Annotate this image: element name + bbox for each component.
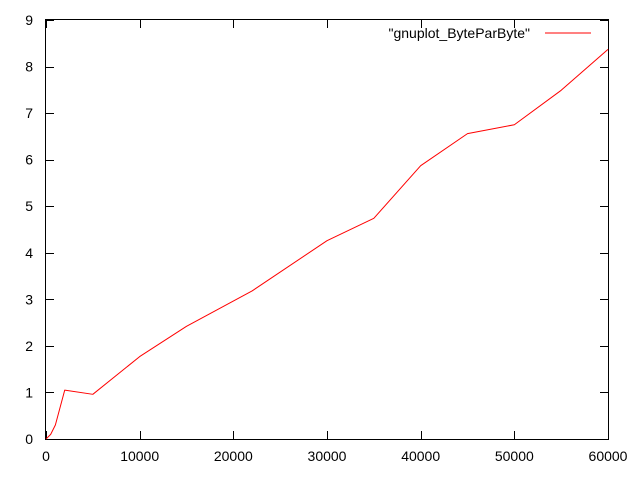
legend: "gnuplot_ByteParByte" (389, 25, 591, 41)
y-tick-label: 7 (25, 105, 33, 121)
y-tick-label: 2 (25, 338, 33, 354)
y-tick-label: 9 (25, 12, 33, 28)
x-tick-label: 60000 (589, 448, 628, 464)
y-tick-label: 6 (25, 152, 33, 168)
legend-label-series-1: "gnuplot_ByteParByte" (389, 25, 531, 41)
y-tick-label: 8 (25, 59, 33, 75)
y-tick-label: 4 (25, 245, 33, 261)
x-axis-tick-labels: 0 10000 20000 30000 40000 50000 60000 (42, 448, 628, 464)
y-axis-ticks (46, 20, 608, 440)
y-axis-tick-labels: 0 1 2 3 4 5 6 7 8 9 (25, 12, 33, 447)
x-tick-label: 10000 (120, 448, 159, 464)
series-line-1 (45, 48, 609, 440)
plot-frame (45, 19, 609, 440)
x-tick-label: 0 (42, 448, 50, 464)
y-tick-label: 0 (25, 431, 33, 447)
y-tick-label: 1 (25, 384, 33, 400)
x-tick-label: 50000 (495, 448, 534, 464)
y-tick-label: 3 (25, 291, 33, 307)
y-tick-label: 5 (25, 198, 33, 214)
x-tick-label: 30000 (308, 448, 347, 464)
x-tick-label: 40000 (401, 448, 440, 464)
series-layer (45, 48, 609, 440)
x-axis-ticks (46, 20, 609, 439)
x-tick-label: 20000 (214, 448, 253, 464)
